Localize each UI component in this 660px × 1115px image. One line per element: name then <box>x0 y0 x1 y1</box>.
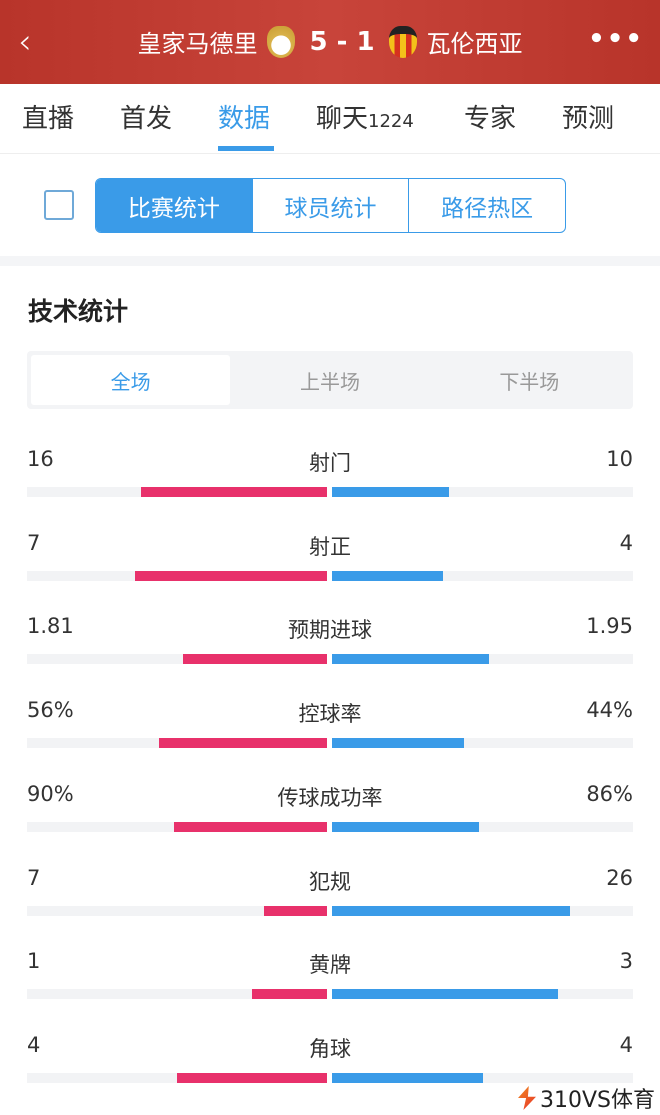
watermark: 310VS体育 <box>518 1082 655 1114</box>
away-bar-track <box>332 487 633 497</box>
stat-name: 控球率 <box>298 702 362 727</box>
segment-player-stats[interactable]: 球员统计 <box>251 179 409 232</box>
home-value: 7 <box>27 530 41 555</box>
away-bar <box>332 821 480 832</box>
home-bar <box>135 570 327 581</box>
home-bar <box>264 905 327 916</box>
tab-lineup[interactable]: 首发 <box>120 104 173 134</box>
back-chevron-icon[interactable]: ‹ <box>18 22 32 62</box>
home-bar-track <box>27 821 327 832</box>
home-value: 56% <box>27 698 74 723</box>
stat-row: 16 射门 10 <box>27 447 633 507</box>
home-value: 1.81 <box>27 614 74 639</box>
stat-row: 90% 传球成功率 86% <box>27 782 633 842</box>
home-bar-track <box>27 1072 327 1083</box>
away-bar-track <box>332 738 633 749</box>
away-bar <box>332 989 558 1000</box>
home-bar-track <box>27 989 327 1000</box>
away-value: 1.95 <box>586 614 633 639</box>
tab-live[interactable]: 直播 <box>22 104 75 134</box>
watermark-text: 310VS体育 <box>540 1088 656 1113</box>
home-value: 7 <box>27 865 41 890</box>
home-bar-track <box>27 654 327 665</box>
away-bar <box>332 654 489 665</box>
score: 5 - 1 <box>309 26 375 57</box>
away-bar-track <box>332 905 633 916</box>
away-value: 4 <box>619 530 633 555</box>
away-team-name: 瓦伦西亚 <box>426 30 523 58</box>
section-title: 技术统计 <box>28 297 129 326</box>
match-info: 皇家马德里 5 - 1 瓦伦西亚 <box>0 24 660 59</box>
stat-row: 1.81 预期进球 1.95 <box>27 614 633 674</box>
stat-name: 传球成功率 <box>277 785 383 810</box>
divider <box>0 256 660 266</box>
period-selector: 全场 上半场 下半场 <box>27 351 633 409</box>
home-value: 16 <box>27 447 54 471</box>
stat-row: 1 黄牌 3 <box>27 949 633 1009</box>
away-bar-track <box>332 570 633 581</box>
stat-name: 黄牌 <box>309 953 351 978</box>
home-bar-track <box>27 738 327 749</box>
home-bar-track <box>27 570 327 581</box>
stat-name: 射门 <box>309 451 351 475</box>
stat-name: 射正 <box>309 534 351 559</box>
tab-chat-label: 聊天 <box>316 104 369 134</box>
stat-name: 角球 <box>309 1036 351 1061</box>
main-tabs: 直播 首发 数据 聊天1224 专家 预测 <box>0 84 660 154</box>
away-value: 44% <box>586 698 633 723</box>
away-value: 86% <box>586 781 633 806</box>
more-icon[interactable]: ••• <box>588 24 644 54</box>
home-value: 4 <box>27 1032 41 1057</box>
away-bar <box>332 570 444 581</box>
period-full[interactable]: 全场 <box>31 355 231 405</box>
away-bar-track <box>332 989 633 1000</box>
away-bar <box>332 905 570 916</box>
home-bar <box>174 821 327 832</box>
home-value: 90% <box>27 781 74 806</box>
match-header: ‹ 皇家马德里 5 - 1 瓦伦西亚 ••• <box>0 0 660 84</box>
away-value: 26 <box>606 865 633 890</box>
home-bar-track <box>27 487 327 497</box>
share-screenshot-icon[interactable] <box>44 190 74 220</box>
home-bar <box>183 654 327 665</box>
tab-expert[interactable]: 专家 <box>464 104 517 134</box>
home-value: 1 <box>27 949 41 974</box>
valencia-crest-icon <box>388 25 417 58</box>
home-bar <box>159 738 327 749</box>
home-bar <box>252 989 327 1000</box>
stat-row: 4 角球 4 <box>27 1033 633 1093</box>
stat-name: 犯规 <box>309 869 351 894</box>
logo-icon <box>518 1086 536 1110</box>
stat-row: 7 射正 4 <box>27 531 633 591</box>
tab-chat[interactable]: 聊天1224 <box>316 98 414 135</box>
away-value: 3 <box>619 949 633 974</box>
stat-row: 56% 控球率 44% <box>27 698 633 758</box>
away-bar <box>332 1072 483 1083</box>
active-tab-indicator <box>218 146 274 151</box>
stats-segment-control: 比赛统计 球员统计 路径热区 <box>95 178 566 233</box>
away-bar <box>332 487 450 497</box>
away-bar-track <box>332 654 633 665</box>
home-bar-track <box>27 905 327 916</box>
segment-match-stats[interactable]: 比赛统计 <box>96 179 252 232</box>
home-bar <box>141 487 327 497</box>
real-madrid-crest-icon <box>267 25 296 58</box>
home-bar <box>177 1072 327 1083</box>
segment-heatmap[interactable]: 路径热区 <box>408 179 565 232</box>
stat-row: 7 犯规 26 <box>27 866 633 926</box>
away-value: 4 <box>619 1032 633 1057</box>
chat-count: 1224 <box>368 111 414 132</box>
tab-data[interactable]: 数据 <box>218 104 271 134</box>
away-bar-track <box>332 1072 633 1083</box>
period-first-half[interactable]: 上半场 <box>299 369 360 394</box>
stat-name: 预期进球 <box>288 618 372 643</box>
tab-predict[interactable]: 预测 <box>562 104 615 134</box>
away-value: 10 <box>606 447 633 471</box>
home-team-name: 皇家马德里 <box>137 30 258 58</box>
away-bar-track <box>332 821 633 832</box>
period-second-half[interactable]: 下半场 <box>499 369 560 394</box>
away-bar <box>332 738 465 749</box>
